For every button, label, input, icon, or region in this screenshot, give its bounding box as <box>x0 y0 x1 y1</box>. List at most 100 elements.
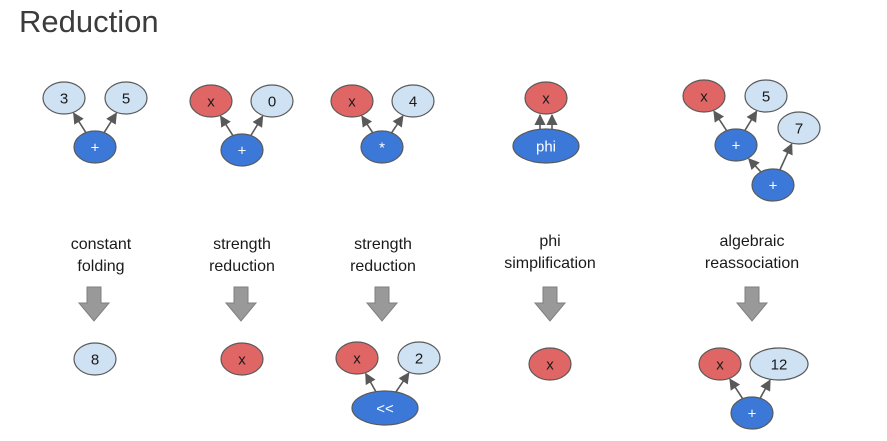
before-node: 5 <box>744 79 788 113</box>
caption-line: reduction <box>209 258 275 275</box>
reduction-example: x 5 +7 + algebraic reassociation x 12 + <box>682 79 821 430</box>
before-node: * <box>360 130 404 164</box>
node-ellipse <box>524 81 568 115</box>
node-ellipse <box>730 396 774 430</box>
caption-line: simplification <box>504 255 596 272</box>
before-node: + <box>220 133 264 167</box>
before-graph: x phi <box>512 81 580 164</box>
node-label: 0 <box>268 94 276 111</box>
node-ellipse <box>744 79 788 113</box>
caption-line: reduction <box>350 258 416 275</box>
node-ellipse <box>73 130 117 164</box>
caption-line: constant <box>71 236 132 253</box>
before-node: + <box>714 128 758 162</box>
node-label: x <box>542 91 550 108</box>
node-label: x <box>207 94 215 111</box>
after-node: + <box>730 396 774 430</box>
before-node: + <box>751 168 795 202</box>
before-node: 4 <box>391 84 435 118</box>
before-node: x <box>189 84 233 118</box>
before-node: 3 <box>42 81 86 115</box>
before-node: x <box>524 81 568 115</box>
before-edges <box>534 113 558 129</box>
before-node: + <box>73 130 117 164</box>
node-label: 12 <box>771 357 788 374</box>
node-ellipse <box>751 168 795 202</box>
node-label: + <box>732 138 741 155</box>
node-ellipse <box>528 347 572 381</box>
transform-arrow <box>77 286 111 322</box>
slide-title: Reduction <box>19 4 159 39</box>
edge-arrow <box>103 112 118 134</box>
after-node: << <box>351 390 419 426</box>
node-ellipse <box>42 81 86 115</box>
edge-arrow <box>744 110 758 131</box>
node-ellipse <box>73 342 117 376</box>
reduction-example: x 0 + strength reduction x <box>189 84 294 376</box>
node-label: x <box>348 94 356 111</box>
node-ellipse <box>335 341 379 375</box>
node-label: 2 <box>415 351 423 368</box>
after-edges <box>729 378 771 400</box>
node-ellipse <box>220 342 264 376</box>
before-graph: 3 5 + <box>42 81 148 164</box>
before-edges <box>361 115 404 134</box>
after-node: 12 <box>749 347 809 381</box>
node-label: 5 <box>122 91 130 108</box>
edge-arrow <box>395 372 410 393</box>
reduction-example: x 4 * strength reduction x 2 << <box>330 84 441 426</box>
node-label: 8 <box>91 352 99 369</box>
node-ellipse <box>397 341 441 375</box>
transform-arrow <box>735 286 769 322</box>
before-edges <box>219 115 264 137</box>
node-ellipse <box>698 347 742 381</box>
reduction-example: x phi phi simplification x <box>504 81 596 381</box>
transform-arrow <box>365 286 399 322</box>
node-label: 4 <box>409 94 417 111</box>
caption-line: algebraic <box>720 233 785 250</box>
edge-arrow <box>390 115 404 134</box>
node-ellipse <box>682 79 726 113</box>
node-label: + <box>91 140 100 157</box>
node-ellipse <box>351 390 419 426</box>
node-label: + <box>769 178 778 195</box>
node-label: 3 <box>60 91 68 108</box>
edge-arrow <box>219 115 234 137</box>
node-ellipse <box>512 128 580 164</box>
caption-line: phi <box>539 233 560 250</box>
node-label: + <box>748 406 757 423</box>
node-label: x <box>546 357 554 374</box>
node-label: phi <box>536 139 556 156</box>
edge-arrow <box>365 372 377 393</box>
node-ellipse <box>749 347 809 381</box>
edge-arrow <box>748 157 762 173</box>
after-node: x <box>335 341 379 375</box>
node-label: x <box>700 89 708 106</box>
after-graph: x 12 + <box>698 347 809 430</box>
edge-arrow <box>759 379 771 399</box>
after-edges <box>365 372 410 393</box>
before-graph: x 0 + <box>189 84 294 167</box>
node-ellipse <box>714 128 758 162</box>
before-node: 5 <box>104 81 148 115</box>
after-node: 2 <box>397 341 441 375</box>
before-edges <box>72 112 118 134</box>
edge-arrow <box>713 110 728 132</box>
after-graph: x 2 << <box>335 341 441 426</box>
edge-arrow <box>250 115 264 136</box>
after-node: x <box>220 342 264 376</box>
node-ellipse <box>360 130 404 164</box>
caption-line: strength <box>354 236 412 253</box>
before-node: 7 <box>777 111 821 145</box>
transform-arrow <box>224 286 258 322</box>
edge-arrow <box>729 378 744 400</box>
node-ellipse <box>220 133 264 167</box>
transform-arrow <box>533 286 567 322</box>
before-node: 0 <box>250 84 294 118</box>
reduction-example: 3 5 + constant folding 8 <box>42 81 148 376</box>
after-node: x <box>528 347 572 381</box>
before-edges <box>713 110 793 173</box>
caption-line: reassociation <box>705 255 799 272</box>
edge-arrow <box>361 115 374 134</box>
